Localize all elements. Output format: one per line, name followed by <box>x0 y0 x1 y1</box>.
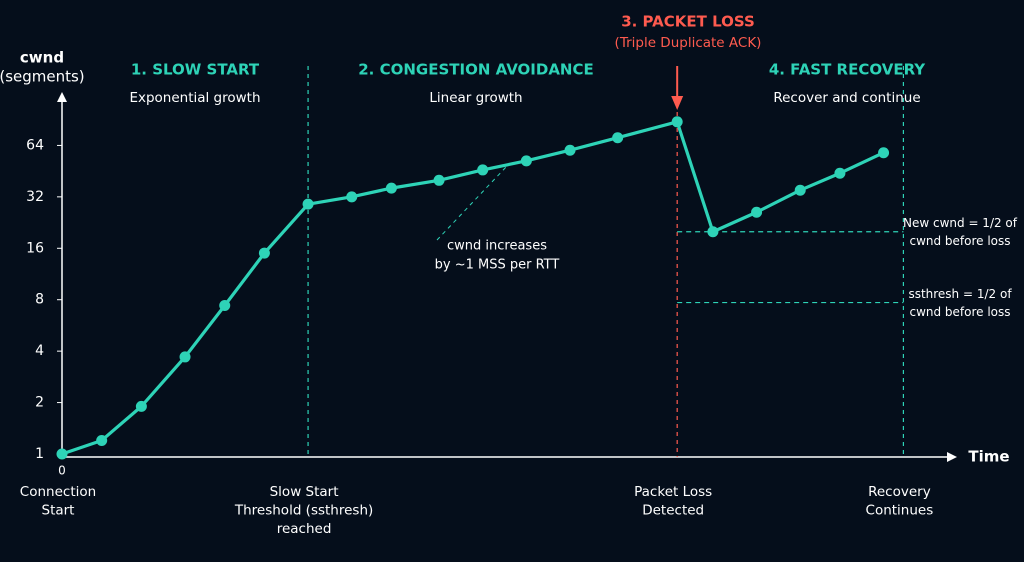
event-label: Packet Loss <box>634 484 712 500</box>
y-tick-label: 64 <box>26 137 44 153</box>
y-tick-label: 8 <box>35 292 44 308</box>
data-point <box>385 182 397 194</box>
data-point <box>302 198 314 210</box>
data-point <box>794 184 806 196</box>
reference-label: ssthresh = 1/2 of <box>908 287 1012 301</box>
phase-title: 1. SLOW START <box>131 61 260 79</box>
data-point <box>258 247 270 259</box>
data-point <box>135 400 147 412</box>
y-tick-label: 4 <box>35 343 44 359</box>
y-axis-arrow <box>57 92 67 102</box>
y-tick-label: 2 <box>35 395 44 411</box>
y-tick-label: 16 <box>26 240 44 256</box>
phase-title: 2. CONGESTION AVOIDANCE <box>358 61 594 79</box>
data-point <box>219 299 231 311</box>
data-point <box>878 147 890 159</box>
event-label: Continues <box>866 503 934 519</box>
y-tick-label: 32 <box>26 189 44 205</box>
data-point <box>520 155 532 167</box>
data-point <box>707 226 719 238</box>
data-point <box>671 116 683 128</box>
data-point <box>56 448 68 460</box>
phase-subtitle: Exponential growth <box>129 90 260 106</box>
y-tick-label: 1 <box>35 446 44 462</box>
data-point <box>477 164 489 176</box>
cwnd-line <box>61 120 885 456</box>
data-point <box>751 206 763 218</box>
phase-title: 4. FAST RECOVERY <box>769 61 926 79</box>
event-label: reached <box>277 521 332 537</box>
x-axis-label: Time <box>968 448 1009 466</box>
phase-title: 3. PACKET LOSS <box>621 13 755 31</box>
annotation-leader <box>436 165 508 241</box>
y-axis-label: cwnd <box>20 49 64 67</box>
event-label: Detected <box>642 503 704 519</box>
data-point <box>612 132 624 144</box>
event-label: Threshold (ssthresh) <box>234 503 373 519</box>
data-point <box>346 191 358 203</box>
event-label: Slow Start <box>270 484 339 500</box>
reference-label: cwnd before loss <box>909 234 1010 248</box>
reference-label: New cwnd = 1/2 of <box>903 216 1018 230</box>
event-label: Connection <box>20 484 96 500</box>
data-point <box>834 167 846 179</box>
annotation: by ~1 MSS per RTT <box>435 258 560 273</box>
phase-subtitle: (Triple Duplicate ACK) <box>615 35 762 51</box>
data-point <box>433 174 445 186</box>
phase-subtitle: Linear growth <box>429 90 522 106</box>
loss-arrow-head <box>671 96 684 110</box>
y-axis-label: (segments) <box>0 68 85 86</box>
x-tick-label: 0 <box>58 464 66 478</box>
event-label: Start <box>42 503 75 519</box>
event-label: Recovery <box>868 484 931 500</box>
x-axis-arrow <box>947 452 957 462</box>
data-point <box>564 144 576 156</box>
data-point <box>179 351 191 363</box>
annotation: cwnd increases <box>447 239 547 254</box>
phase-subtitle: Recover and continue <box>773 90 920 106</box>
data-point <box>96 434 108 446</box>
reference-label: cwnd before loss <box>909 305 1010 319</box>
